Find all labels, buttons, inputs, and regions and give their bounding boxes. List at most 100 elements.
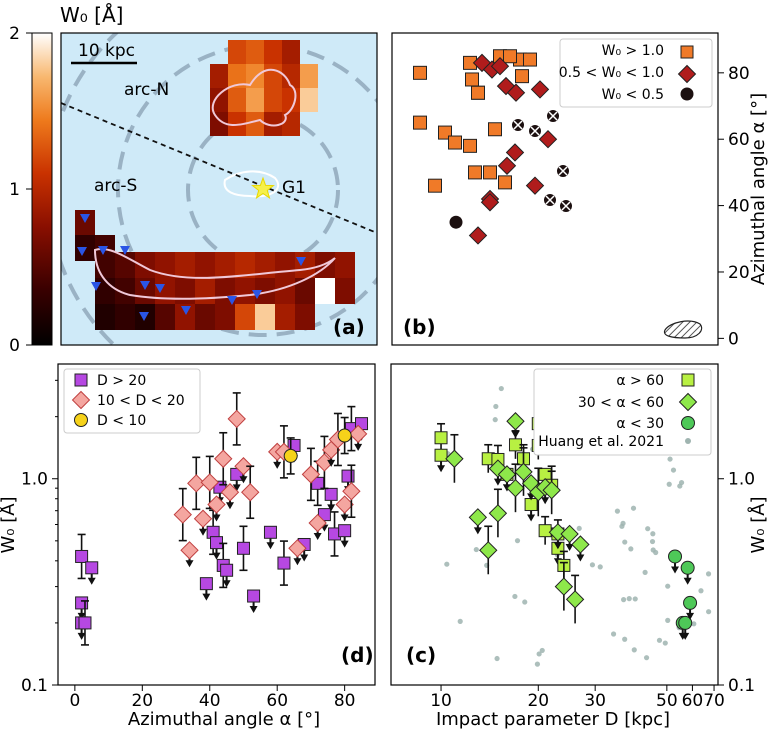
- arc-n-tiles: [210, 40, 318, 136]
- reference-point: [522, 599, 528, 605]
- point-low: [680, 560, 695, 575]
- x-tick-label: 70: [703, 691, 725, 711]
- point-mid: [571, 535, 590, 554]
- colorbar-gradient: [31, 32, 53, 346]
- point-near: [283, 448, 298, 463]
- reference-point: [628, 546, 634, 552]
- reference-point: [534, 661, 541, 667]
- point-mid: [480, 193, 500, 212]
- reference-point: [649, 538, 656, 545]
- y-tick-label: 0: [728, 329, 739, 349]
- point-mid: [506, 478, 525, 498]
- point-strong: [515, 69, 529, 84]
- reference-point: [589, 562, 596, 568]
- galaxy-star-icon: [251, 176, 275, 200]
- triangle-marker: [120, 246, 130, 255]
- legend-b-weak: W₀ < 0.5: [602, 87, 664, 103]
- point-mid: [308, 513, 327, 533]
- point-mid: [227, 409, 246, 429]
- reference-point: [457, 618, 463, 624]
- tile: [175, 278, 195, 304]
- panel-a-frame: [60, 32, 378, 346]
- point-strong: [503, 49, 517, 64]
- arc-s-label: arc-S: [94, 176, 137, 196]
- point-strong: [488, 122, 502, 137]
- x-tick-label: 40: [199, 691, 221, 711]
- tile: [255, 252, 275, 278]
- tile: [246, 64, 264, 88]
- tile: [210, 88, 228, 112]
- limit-arrow-head: [327, 459, 336, 467]
- tile: [246, 112, 264, 136]
- panel-c-tag: (c): [406, 643, 436, 667]
- point-far: [338, 524, 352, 538]
- reference-point: [536, 651, 542, 657]
- reference-point: [698, 588, 704, 594]
- limit-arrow-head: [671, 566, 680, 574]
- triangle-marker: [140, 281, 150, 290]
- galaxy-contour: [223, 170, 280, 198]
- legend-c-ref: Huang et al. 2021: [538, 434, 664, 450]
- tile: [235, 278, 255, 304]
- point-far: [247, 589, 261, 603]
- panel-b-legend-box: [559, 38, 713, 108]
- x-tick-label: 30: [584, 691, 606, 711]
- reference-point: [650, 531, 656, 537]
- point-mid: [207, 495, 226, 514]
- point-mid: [542, 481, 561, 500]
- x-tick-label: 60: [682, 691, 704, 711]
- panel-d-xlabel: Azimuthal angle α [°]: [128, 709, 320, 730]
- point-strong: [468, 165, 482, 180]
- panel-a-tag: (a): [333, 315, 365, 339]
- colorbar: W₀ [Å] 0 1 2: [9, 3, 123, 356]
- scale-bar-label: 10 kpc: [78, 41, 135, 61]
- panel-c-legend: α > 60 30 < α < 60 α < 30 Huang et al. 2…: [533, 368, 712, 456]
- legend-d-near-marker: [74, 413, 88, 427]
- limit-arrow-head: [202, 593, 211, 601]
- upper-limit-cross: [558, 166, 568, 176]
- panel-b: 0 20 40 60 80 Azimuthal angle α [°] W₀ > 1.0…: [391, 32, 769, 349]
- tile: [155, 278, 175, 304]
- y-tick-label: 1.0: [728, 470, 755, 490]
- reference-point: [444, 561, 450, 567]
- upper-limit-cross: [548, 111, 558, 121]
- reference-point: [576, 525, 582, 532]
- point-far: [75, 596, 89, 610]
- point-mid: [514, 462, 533, 482]
- panel-d-tag: (d): [341, 643, 374, 667]
- upper-limit-cross: [513, 120, 523, 130]
- point-far: [341, 469, 355, 483]
- panel-c-ticks: 10 20 30 50 60 700.1 1.0: [430, 470, 755, 711]
- point-low: [678, 615, 693, 630]
- triangle-marker: [155, 284, 165, 293]
- tile: [228, 40, 246, 64]
- tile: [215, 252, 235, 278]
- point-low: [683, 595, 698, 610]
- reference-point: [514, 538, 521, 544]
- colorbar-tick-label: 2: [9, 24, 20, 44]
- limit-arrow-head: [239, 476, 248, 484]
- panel-b-ylabel: Azimuthal angle α [°]: [748, 93, 769, 285]
- tile: [228, 88, 246, 112]
- point-far: [220, 563, 234, 577]
- x-tick-label: 60: [266, 691, 288, 711]
- legend-d-mid: 10 < D < 20: [97, 393, 185, 409]
- legend-c-mid-marker: [678, 392, 698, 412]
- tile: [115, 278, 135, 304]
- limit-arrow-head: [266, 542, 275, 550]
- panel-c-points: [434, 408, 698, 640]
- panel-d-legend: D > 20 10 < D < 20 D < 10: [63, 368, 201, 434]
- tile: [255, 304, 275, 330]
- reference-point: [610, 631, 617, 637]
- point-mid: [488, 504, 508, 523]
- tile: [275, 304, 295, 330]
- point-weak: [449, 215, 463, 229]
- point-mid: [348, 424, 368, 444]
- galaxy-label: G1: [282, 178, 306, 198]
- reference-point: [653, 549, 659, 556]
- point-high: [434, 431, 448, 445]
- panel-d-points: [75, 392, 369, 646]
- x-tick-label: 0: [69, 691, 80, 711]
- upper-limit-cross: [530, 126, 540, 136]
